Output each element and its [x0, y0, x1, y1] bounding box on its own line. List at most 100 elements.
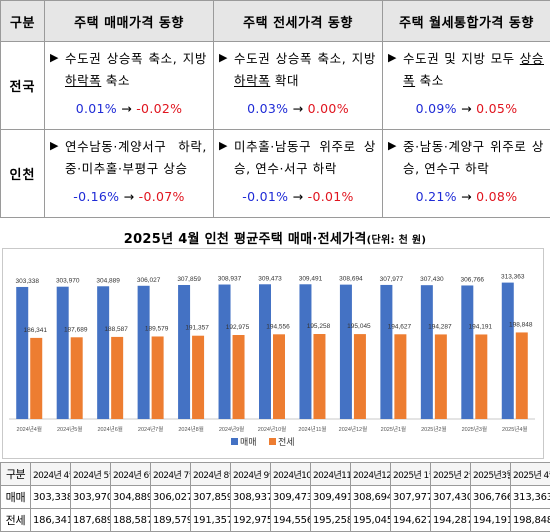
data-label: 189,579 — [145, 325, 169, 332]
bar-sale — [259, 284, 271, 419]
summary-cell: ▶ 수도권 및 지방 모두 상승폭 축소 0.09% → 0.05% — [382, 41, 550, 130]
data-label: 308,694 — [339, 276, 363, 283]
value-cell: 309,491 — [310, 485, 351, 509]
value-cell: 194,191 — [470, 508, 511, 532]
data-label: 303,338 — [15, 278, 39, 285]
data-label: 194,627 — [388, 323, 412, 330]
x-tick-label: 2025년4월 — [502, 425, 527, 433]
summary-cell: ▶ 연수남동·계양서구 하락, 중·미추홀·부평구 상승 -0.16% → -0.0… — [44, 129, 214, 218]
chart-title: 2025년 4월 인천 평균주택 매매·전세가격(단위: 천 원) — [0, 228, 550, 247]
desc-text: 수도권 상승폭 축소, 지방 — [234, 51, 376, 66]
summary-row-incheon: 인천 ▶ 연수남동·계양서구 하락, 중·미추홀·부평구 상승 -0.16% → -… — [0, 129, 550, 218]
bar-jeonse — [273, 334, 285, 419]
bullet-icon: ▶ — [388, 139, 397, 152]
trend-description: 연수남동·계양서구 하락, 중·미추홀·부평구 상승 — [65, 136, 207, 180]
bar-jeonse — [313, 334, 326, 419]
summary-cell: ▶ 수도권 상승폭 축소, 지방 하락폭 확대 0.03% → 0.00% — [213, 41, 383, 130]
desc-underlined: 상승폭 — [403, 51, 544, 88]
chart-frame: 303,338 186,341 2024년4월 303,970 187,689 2024년… — [2, 248, 544, 459]
arrow-icon: → — [456, 189, 477, 204]
bar-sale — [420, 285, 433, 419]
month-header-cell: 2024년 5월 — [70, 462, 111, 486]
arrow-icon: → — [456, 101, 477, 116]
value-cell: 307,859 — [190, 485, 231, 509]
data-label: 192,975 — [226, 324, 250, 331]
data-label: 194,556 — [266, 323, 290, 330]
x-tick-label: 2024년6월 — [97, 425, 122, 433]
data-label: 307,859 — [177, 276, 201, 283]
summary-header-gubun: 구분 — [0, 0, 45, 42]
rate-to: -0.02% — [136, 101, 183, 116]
arrow-icon: → — [288, 189, 308, 204]
bar-jeonse — [111, 336, 124, 419]
bar-jeonse — [515, 332, 528, 419]
legend-swatch-jeonse — [269, 438, 276, 445]
summary-table: 구분 주택 매매가격 동향 주택 전세가격 동향 주택 월세통합가격 동향 전국… — [0, 0, 550, 218]
data-label: 306,766 — [461, 276, 485, 283]
month-header-cell: 2024년 9월 — [230, 462, 271, 486]
value-cell: 309,473 — [270, 485, 311, 509]
data-label: 307,430 — [420, 276, 444, 283]
bar-jeonse — [70, 337, 83, 419]
bar-sale — [339, 284, 352, 419]
trend-description: 미추홀·남동구 위주로 상승, 연수·서구 하락 — [234, 136, 376, 180]
rate-to: 0.08% — [476, 189, 518, 204]
month-header-cell: 2024년 6월 — [110, 462, 151, 486]
value-cell: 304,889 — [110, 485, 151, 509]
x-tick-label: 2025년3월 — [462, 425, 487, 433]
bullet-icon: ▶ — [50, 139, 59, 152]
chart-title-unit: (단위: 천 원) — [366, 235, 427, 246]
desc-text: 수도권 상승폭 축소, 지방 — [65, 51, 207, 66]
data-label: 309,491 — [299, 275, 323, 282]
x-tick-label: 2024년12월 — [339, 425, 367, 433]
month-header-cell: 2025년 2월 — [430, 462, 471, 486]
bullet-icon: ▶ — [219, 139, 228, 152]
value-cell: 186,341 — [30, 508, 71, 532]
data-label: 313,363 — [501, 274, 525, 281]
desc-text: 수도권 및 지방 모두 — [403, 51, 520, 66]
data-label: 188,587 — [104, 326, 128, 333]
bar-sale — [501, 282, 514, 419]
bar-sale — [56, 286, 69, 419]
bar-sale — [137, 285, 150, 419]
arrow-icon: → — [116, 101, 137, 116]
value-cell: 306,766 — [470, 485, 511, 509]
row-label-incheon: 인천 — [0, 129, 45, 218]
x-tick-label: 2024년8월 — [178, 425, 203, 433]
rate-to: -0.07% — [138, 189, 185, 204]
value-cell: 308,694 — [350, 485, 391, 509]
summary-cell: ▶ 미추홀·남동구 위주로 상승, 연수·서구 하락 -0.01% → -0.01% — [213, 129, 383, 218]
rate-from: 0.21% — [415, 189, 457, 204]
rate-from: -0.16% — [73, 189, 120, 204]
value-cell: 194,287 — [430, 508, 471, 532]
bar-jeonse — [434, 334, 447, 419]
chart-title-main: 2025년 4월 인천 평균주택 매매·전세가격 — [123, 232, 367, 247]
rate-from: 0.03% — [247, 101, 289, 116]
value-cell: 192,975 — [230, 508, 271, 532]
month-header-cell: 2024년11월 — [310, 462, 351, 486]
month-header-cell: 2024년 8월 — [190, 462, 231, 486]
month-header-cell: 2025년 4월 — [510, 462, 550, 486]
trend-description: 수도권 상승폭 축소, 지방 하락폭 축소 — [65, 48, 207, 92]
bar-sale — [461, 285, 474, 419]
month-header-cell: 2025년3월 — [470, 462, 511, 486]
data-label: 194,191 — [469, 323, 493, 330]
data-label: 308,937 — [218, 276, 242, 283]
x-tick-label: 2024년7월 — [138, 425, 163, 433]
value-cell: 187,689 — [70, 508, 111, 532]
data-label: 198,848 — [509, 321, 533, 328]
value-cell: 195,045 — [350, 508, 391, 532]
data-label: 194,287 — [428, 323, 452, 330]
bar-jeonse — [192, 335, 205, 419]
arrow-icon: → — [119, 189, 139, 204]
row-label: 전세 — [0, 508, 31, 532]
rate-change: -0.01% → -0.01% — [214, 189, 382, 204]
data-label: 309,473 — [258, 275, 282, 282]
desc-text: 중·남동·계양구 위주로 상승, 연수구 하락 — [403, 139, 544, 176]
rate-change: 0.03% → 0.00% — [214, 101, 382, 116]
value-cell: 307,977 — [390, 485, 431, 509]
month-header-cell: 2025년 1월 — [390, 462, 431, 486]
x-tick-label: 2024년11월 — [298, 425, 326, 433]
desc-text: 확대 — [270, 73, 300, 88]
